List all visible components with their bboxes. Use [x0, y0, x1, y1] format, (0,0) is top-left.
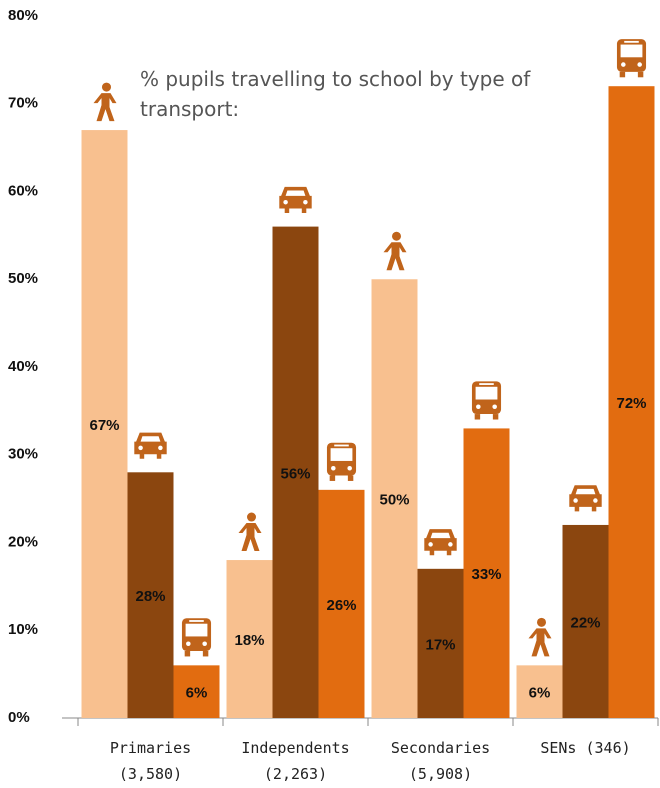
value-label: 33%	[471, 566, 501, 583]
value-label: 6%	[186, 685, 208, 702]
y-tick-label: 70%	[8, 95, 38, 112]
transport-icon	[569, 485, 602, 512]
bar	[463, 428, 510, 718]
y-tick-label: 10%	[8, 621, 38, 638]
value-label: 26%	[326, 597, 356, 614]
transport-icon	[616, 39, 647, 78]
x-tick-label: Secondaries (5,908)	[390, 739, 491, 783]
value-label: 67%	[89, 417, 119, 434]
transport-icon	[181, 618, 212, 657]
value-label: 6%	[529, 685, 551, 702]
y-tick-label: 60%	[8, 182, 38, 199]
y-tick-label: 50%	[8, 270, 38, 287]
transport-icon	[134, 432, 167, 459]
value-label: 18%	[234, 632, 264, 649]
bar	[226, 560, 273, 718]
bar	[318, 489, 365, 718]
x-tick-label: SENs (346)	[540, 739, 631, 757]
y-tick-label: 30%	[8, 446, 38, 463]
value-label: 50%	[379, 492, 409, 509]
x-tick-label: Independents (2,263)	[241, 739, 350, 783]
value-label: 56%	[280, 465, 310, 482]
transport-icon	[93, 82, 117, 122]
bar	[173, 665, 220, 718]
bar	[516, 665, 563, 718]
transport-icon	[326, 442, 357, 481]
bar	[371, 279, 418, 718]
chart-title: % pupils travelling to school by type of…	[140, 67, 531, 121]
value-label: 17%	[425, 636, 455, 653]
bar	[608, 86, 655, 718]
transport-icon	[279, 186, 312, 213]
transport-icon	[424, 529, 457, 556]
transport-icon	[471, 381, 502, 420]
bar	[127, 472, 174, 718]
value-label: 72%	[616, 395, 646, 412]
bar	[562, 524, 609, 718]
y-tick-label: 0%	[8, 709, 30, 726]
bar	[417, 568, 464, 718]
transport-icon	[383, 231, 407, 271]
y-tick-label: 40%	[8, 358, 38, 375]
transport-icon	[238, 512, 262, 552]
value-label: 22%	[570, 614, 600, 631]
x-tick-label: Primaries (3,580)	[109, 739, 192, 783]
y-tick-label: 80%	[8, 7, 38, 24]
transport-icon	[528, 617, 552, 657]
bar	[81, 130, 128, 718]
y-tick-label: 20%	[8, 533, 38, 550]
bar	[272, 226, 319, 718]
value-label: 28%	[135, 588, 165, 605]
